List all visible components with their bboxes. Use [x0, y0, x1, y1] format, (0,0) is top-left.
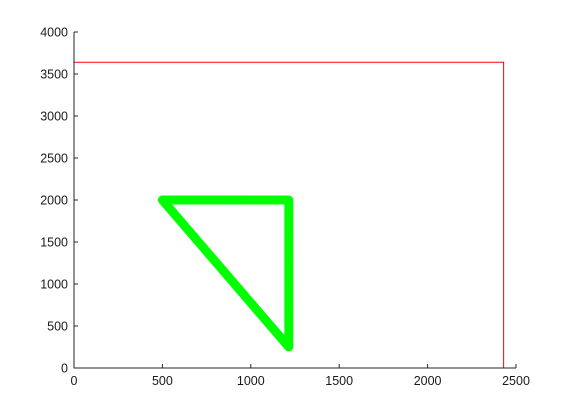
- y-tick-label: 2500: [40, 152, 68, 166]
- y-tick-label: 500: [47, 320, 68, 334]
- series-1-point: [285, 344, 292, 350]
- y-tick-label: 1000: [40, 278, 68, 292]
- green-triangle-series: [159, 197, 292, 350]
- y-tick-label: 4000: [40, 26, 68, 40]
- y-tick-label: 0: [61, 362, 68, 376]
- series-1-point: [285, 197, 292, 203]
- series-0-point: [503, 61, 505, 63]
- x-tick-label: 1500: [325, 374, 353, 388]
- x-tick-label: 0: [71, 374, 78, 388]
- x-tick-label: 2000: [414, 374, 442, 388]
- x-tick-label: 500: [152, 374, 173, 388]
- x-tick-label: 1000: [237, 374, 265, 388]
- y-tick-label: 3500: [40, 68, 68, 82]
- y-tick-label: 2000: [40, 194, 68, 208]
- y-tick-label: 1500: [40, 236, 68, 250]
- axes: [73, 32, 516, 369]
- y-tick-label: 3000: [40, 110, 68, 124]
- series-layer: [73, 61, 505, 369]
- series-1-point: [159, 197, 166, 203]
- x-tick-label: 2500: [502, 374, 530, 388]
- ticks: 0 500 1000 1500 2000 2500 0 500 1000 1500 2000 2500…: [40, 26, 530, 389]
